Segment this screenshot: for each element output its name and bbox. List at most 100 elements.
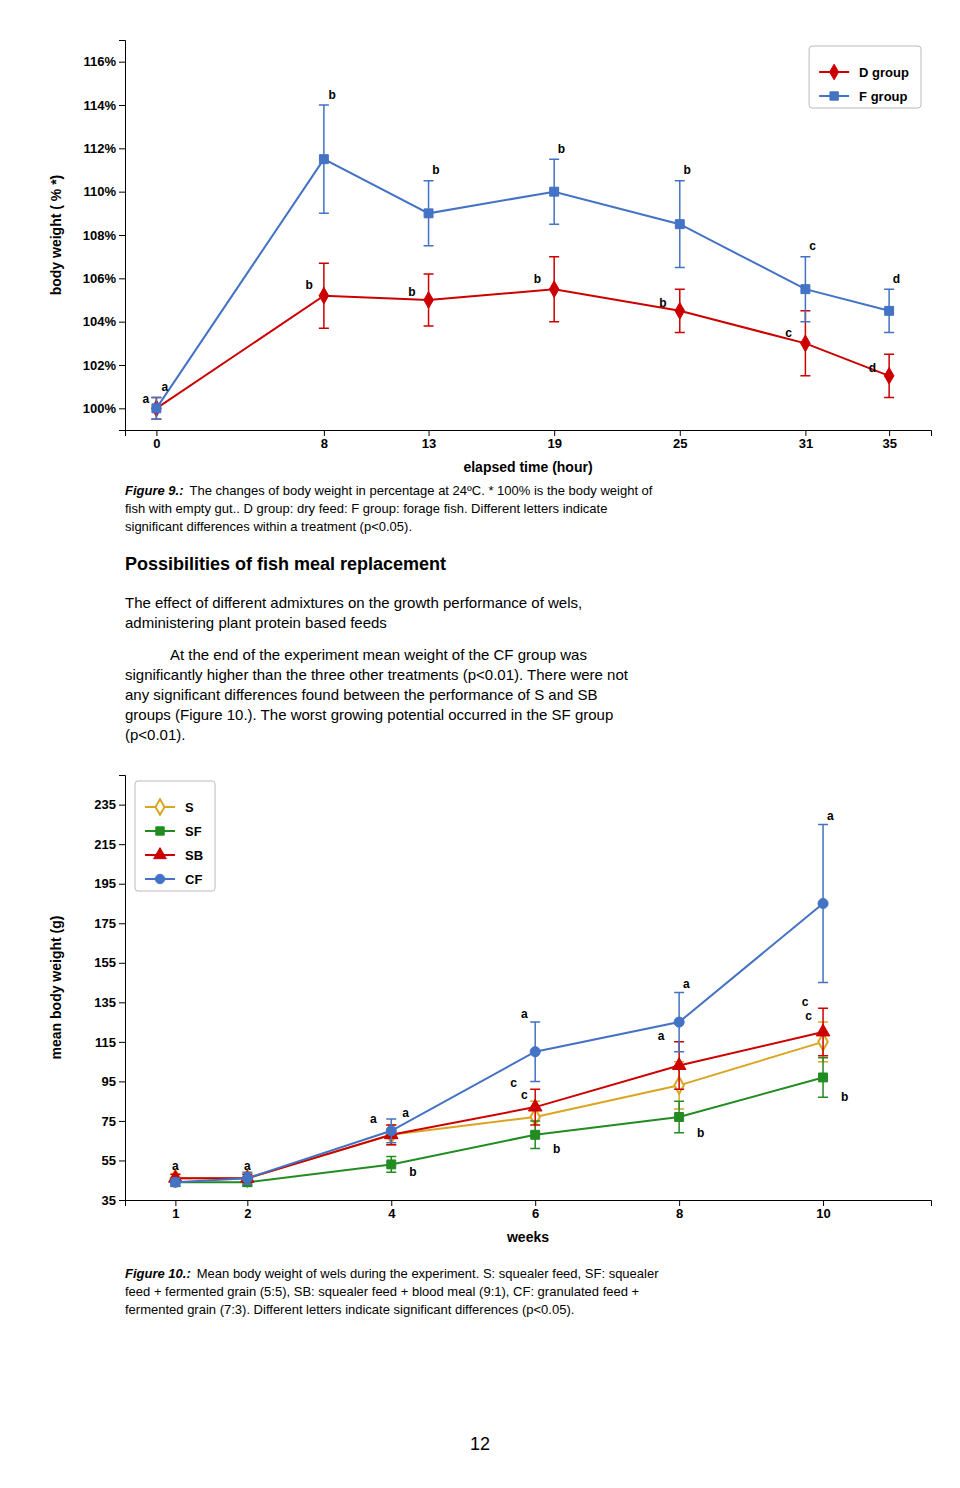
x-tick-label: 25 — [673, 436, 687, 451]
y-tick-label: 175 — [94, 916, 116, 931]
x-tick: 6 — [532, 1200, 539, 1221]
series-line — [175, 903, 823, 1182]
x-axis-line — [126, 431, 932, 437]
caption-text: fish with empty gut.. D group: dry feed:… — [125, 501, 607, 516]
chart: 081319253135100%102%104%106%108%110%112%… — [48, 41, 932, 535]
annotation: a — [827, 809, 834, 823]
x-tick-mark — [535, 1200, 536, 1206]
y-tick-label: 55 — [102, 1153, 116, 1168]
annotation: a — [143, 392, 150, 406]
y-tick-label: 116% — [83, 54, 116, 69]
y-tick: 100% — [83, 401, 125, 416]
caption-line: Figure 9.:The changes of body weight in … — [125, 483, 653, 498]
y-tick: 95 — [102, 1074, 125, 1089]
x-tick-label: 10 — [816, 1206, 830, 1221]
y-tick: 55 — [102, 1153, 125, 1168]
x-tick: 4 — [388, 1200, 396, 1221]
marker — [672, 1058, 686, 1070]
y-tick-mark — [119, 884, 125, 885]
annotation: c — [521, 1088, 528, 1102]
x-tick-mark — [679, 1200, 680, 1206]
y-tick-label: 106% — [83, 271, 117, 286]
section-title: Possibilities of fish meal replacement — [125, 554, 446, 574]
marker — [549, 281, 559, 298]
y-tick: 106% — [83, 271, 125, 286]
x-tick-mark — [554, 430, 555, 436]
legend-swatch-marker — [830, 64, 839, 80]
series-line — [175, 1042, 823, 1178]
y-tick-mark — [119, 408, 125, 409]
caption-line: significant differences within a treatme… — [125, 519, 412, 534]
page-number: 12 — [470, 1434, 490, 1454]
y-tick-mark — [119, 1042, 125, 1043]
x-tick-mark — [175, 1200, 176, 1206]
y-tick: 112% — [83, 141, 125, 156]
annotation: b — [408, 285, 415, 299]
annotation: a — [658, 1029, 665, 1043]
marker — [424, 292, 434, 309]
error-bar — [675, 181, 685, 268]
series-line — [175, 1032, 823, 1178]
annotation: b — [409, 1165, 416, 1179]
caption-label: Figure 10.: — [125, 1266, 191, 1281]
error-bar — [424, 274, 434, 326]
y-tick-mark — [119, 1081, 125, 1082]
annotation: c — [785, 326, 792, 340]
x-tick-label: 6 — [532, 1206, 539, 1221]
x-tick-label: 2 — [244, 1206, 251, 1221]
paragraph-line: significantly higher than the three othe… — [125, 666, 629, 683]
error-bar — [549, 257, 559, 322]
plot-area — [151, 105, 894, 419]
x-tick-mark — [823, 1200, 824, 1206]
caption-line: Figure 10.:Mean body weight of wels duri… — [125, 1266, 659, 1281]
series — [169, 1008, 830, 1182]
x-tick-label: 31 — [799, 436, 813, 451]
x-axis: 1246810 — [126, 1200, 932, 1221]
x-tick-label: 4 — [388, 1206, 396, 1221]
legend-swatch-marker — [154, 848, 167, 859]
y-tick-label: 110% — [83, 184, 116, 199]
y-tick: 195 — [94, 876, 125, 891]
x-tick-mark — [247, 1200, 248, 1206]
annotation: c — [510, 1076, 517, 1090]
series — [170, 824, 828, 1187]
y-tick-mark — [119, 923, 125, 924]
legend-label: S — [185, 800, 194, 815]
error-bar — [151, 398, 161, 420]
marker — [675, 1113, 684, 1122]
marker — [170, 1177, 180, 1187]
y-tick-label: 100% — [83, 401, 117, 416]
annotation: a — [521, 1007, 528, 1021]
annotation: a — [244, 1159, 251, 1173]
y-tick-mark — [119, 805, 125, 806]
legend-swatch-marker — [155, 874, 164, 883]
annotation: a — [161, 380, 168, 394]
y-tick-label: 115 — [95, 1035, 116, 1050]
error-bar — [884, 289, 894, 332]
marker — [319, 155, 328, 164]
marker — [387, 1160, 396, 1169]
y-tick: 175 — [94, 916, 125, 931]
annotation: b — [432, 163, 439, 177]
y-tick: 108% — [83, 228, 125, 243]
marker — [528, 1099, 542, 1111]
x-tick-mark — [324, 430, 325, 436]
annotation: b — [659, 296, 666, 310]
plot-area — [169, 824, 830, 1187]
marker — [674, 1017, 684, 1027]
y-tick-label: 104% — [83, 314, 117, 329]
legend-box — [135, 781, 215, 891]
legend-label: SB — [185, 848, 203, 863]
x-tick-mark — [805, 430, 806, 436]
y-tick-label: 102% — [83, 358, 117, 373]
series — [170, 1058, 828, 1187]
chart: 124681035557595115135155175195215235week… — [48, 776, 932, 1318]
marker — [885, 306, 894, 315]
y-tick: 215 — [94, 837, 125, 852]
y-tick-mark — [119, 322, 125, 323]
x-tick: 1 — [172, 1200, 179, 1221]
y-tick-mark — [119, 1002, 125, 1003]
error-bar — [800, 257, 810, 322]
annotations: aaaabaccbaabaccb — [172, 809, 848, 1179]
y-tick-label: 135 — [94, 995, 116, 1010]
